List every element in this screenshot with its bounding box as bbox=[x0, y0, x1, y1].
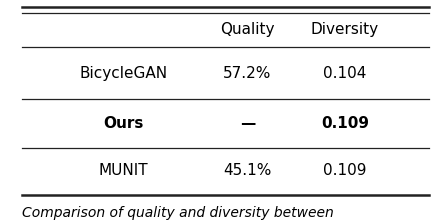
Text: 0.109: 0.109 bbox=[321, 116, 369, 131]
Text: Diversity: Diversity bbox=[311, 22, 379, 37]
Text: 0.109: 0.109 bbox=[323, 163, 366, 178]
Text: 57.2%: 57.2% bbox=[223, 67, 272, 81]
Text: BicycleGAN: BicycleGAN bbox=[80, 67, 168, 81]
Text: 45.1%: 45.1% bbox=[223, 163, 272, 178]
Text: Comparison of quality and diversity between: Comparison of quality and diversity betw… bbox=[22, 206, 334, 220]
Text: MUNIT: MUNIT bbox=[99, 163, 149, 178]
Text: —: — bbox=[240, 116, 255, 131]
Text: 0.104: 0.104 bbox=[323, 67, 366, 81]
Text: Quality: Quality bbox=[220, 22, 275, 37]
Text: Ours: Ours bbox=[103, 116, 144, 131]
